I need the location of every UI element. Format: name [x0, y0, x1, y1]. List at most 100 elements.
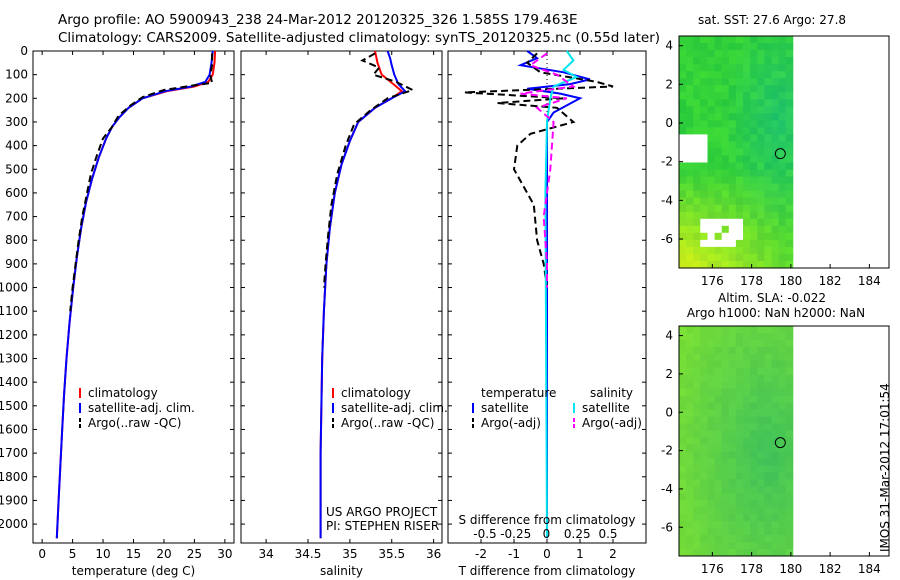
map-cell [771, 409, 780, 418]
map-cell [757, 211, 765, 220]
map-cell [700, 261, 708, 269]
map-cell [771, 542, 780, 550]
map-cell [735, 92, 744, 100]
map-cell [714, 360, 723, 369]
map-cell [679, 78, 687, 86]
map-cell [757, 486, 765, 494]
map-cell [721, 479, 730, 487]
map-cell [728, 346, 737, 355]
map-cell [771, 486, 780, 494]
map-cell [707, 367, 716, 376]
y-tick-label: 1900 [0, 493, 28, 507]
map-cell [778, 549, 787, 557]
map-cell [743, 183, 751, 192]
map-cell [750, 521, 758, 529]
map-cell [778, 493, 787, 501]
map-cell [721, 246, 730, 255]
sst-map-title: sat. SST: 27.6 Argo: 27.8 [698, 13, 846, 27]
map-cell [764, 183, 772, 192]
map-cell [743, 253, 751, 262]
map-cell [686, 437, 694, 445]
map-cell [778, 521, 787, 529]
map-cell [764, 416, 772, 425]
map-cell [764, 458, 772, 466]
map-cell [757, 374, 765, 383]
map-cell [743, 430, 751, 438]
map-cell [750, 232, 758, 241]
map-cell [785, 500, 794, 508]
map-x-tick-label: 180 [779, 562, 802, 576]
map-cell [735, 514, 744, 522]
map-cell [721, 472, 730, 480]
map-cell [721, 339, 730, 348]
map-cell [693, 148, 701, 156]
map-cell [728, 176, 737, 185]
map-cell [735, 183, 744, 192]
map-cell [771, 43, 780, 51]
map-cell [700, 197, 708, 206]
map-cell [714, 232, 723, 241]
map-cell [714, 423, 723, 432]
map-cell [764, 437, 772, 445]
map-cell [707, 514, 716, 522]
map-cell [686, 218, 694, 227]
map-cell [778, 169, 787, 178]
map-cell [721, 374, 730, 383]
map-cell [707, 437, 716, 445]
map-cell [707, 253, 716, 262]
map-cell [700, 535, 708, 543]
map-cell [721, 395, 730, 404]
map-cell [764, 528, 772, 536]
map-cell [735, 239, 744, 248]
map-cell [721, 155, 730, 163]
map-cell [771, 197, 780, 206]
map-cell [785, 326, 794, 334]
map-cell [686, 528, 694, 536]
map-cell [743, 78, 751, 86]
map-cell [707, 444, 716, 452]
map-cell [778, 388, 787, 397]
map-cell [743, 374, 751, 383]
map-cell [771, 141, 780, 149]
map-cell [757, 353, 765, 362]
map-cell [679, 50, 687, 58]
map-cell [785, 253, 794, 262]
map-cell [714, 148, 723, 156]
map-cell [785, 430, 794, 438]
map-cell [686, 423, 694, 432]
map-cell [735, 57, 744, 65]
map-cell [707, 333, 716, 341]
map-cell [735, 36, 744, 44]
map-cell [728, 339, 737, 348]
map-cell [771, 416, 780, 425]
map-cell [735, 479, 744, 487]
map-cell [743, 472, 751, 480]
map-cell [679, 176, 687, 185]
map-cell [679, 183, 687, 192]
map-cell [785, 99, 794, 107]
map-cell [771, 85, 780, 93]
map-cell [679, 141, 687, 149]
map-cell [764, 239, 772, 248]
map-cell [693, 451, 701, 459]
map-cell [757, 535, 765, 543]
legend-label: satellite [481, 401, 529, 415]
map-cell [707, 204, 716, 213]
map-cell [693, 486, 701, 494]
map-cell [735, 339, 744, 348]
map-cell [693, 225, 701, 234]
map-cell [714, 92, 723, 100]
map-cell [764, 395, 772, 404]
map-cell [728, 36, 737, 44]
map-cell [707, 465, 716, 473]
map-cell [700, 225, 708, 234]
map-cell [679, 333, 687, 341]
map-cell [707, 507, 716, 515]
map-cell [778, 204, 787, 213]
map-cell [735, 169, 744, 178]
map-cell [743, 218, 751, 227]
map-cell [686, 346, 694, 355]
map-cell [778, 120, 787, 128]
map-cell [735, 64, 744, 72]
map-cell [735, 261, 744, 269]
